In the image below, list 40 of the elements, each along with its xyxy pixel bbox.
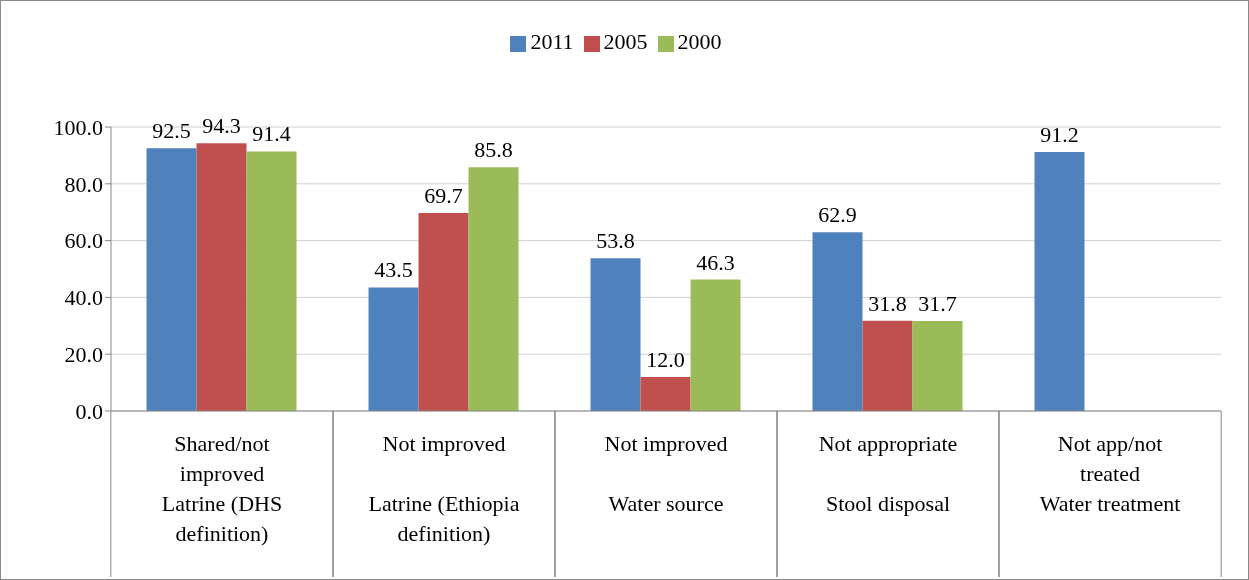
data-label: 92.5: [152, 118, 191, 144]
bar: [196, 143, 247, 411]
y-tick-label: 80.0: [64, 171, 103, 197]
data-label: 31.8: [868, 290, 907, 316]
y-tick-label: 60.0: [64, 228, 103, 254]
bar: [146, 148, 197, 411]
bar: [368, 287, 419, 411]
bar: [812, 232, 863, 411]
data-label: 12.0: [646, 346, 685, 372]
bar: [912, 320, 963, 411]
legend-label: 2011: [530, 29, 574, 54]
bar: [862, 320, 913, 411]
bar: [590, 258, 641, 411]
category-label: Not improved Water source: [604, 431, 728, 516]
data-label: 69.7: [424, 183, 463, 209]
legend-label: 2000: [677, 29, 722, 54]
y-tick-label: 100.0: [53, 114, 103, 140]
data-label: 91.4: [252, 121, 291, 147]
category-label: Not improved Latrine (Ethiopia definition): [368, 431, 520, 546]
category-label: Not appropriate Stool disposal: [818, 431, 958, 516]
y-tick-label: 0.0: [75, 398, 103, 424]
data-label: 43.5: [374, 257, 413, 283]
data-label: 94.3: [202, 113, 241, 139]
data-label: 91.2: [1040, 121, 1079, 147]
data-label: 31.7: [918, 290, 957, 316]
data-label: 62.9: [818, 202, 857, 228]
bar: [468, 167, 519, 411]
data-label: 53.8: [596, 228, 635, 254]
bar: [640, 376, 691, 411]
data-label: 85.8: [474, 137, 513, 163]
bar: [1034, 151, 1085, 411]
y-tick-label: 20.0: [64, 342, 103, 368]
bar: [246, 151, 297, 411]
bar: [690, 279, 741, 411]
x-tick-label: Shared/not improved Latrine (DHS definition): [161, 431, 283, 546]
legend-label: 2005: [603, 29, 648, 54]
data-label: 46.3: [696, 249, 735, 275]
x-tick-label: Not app/not treated Water treatment: [1039, 431, 1181, 516]
bar: [418, 213, 469, 411]
y-tick-label: 40.0: [64, 285, 103, 311]
